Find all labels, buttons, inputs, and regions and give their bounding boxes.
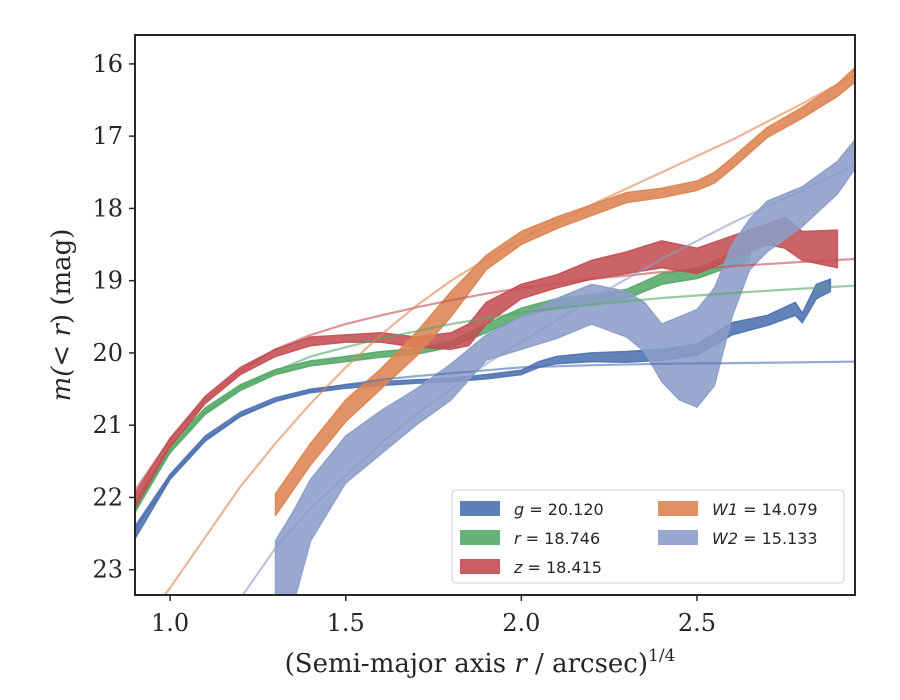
legend-label-g: g = 20.120 (514, 500, 604, 519)
legend-swatch-w1 (658, 501, 698, 516)
fit-line-w2 (241, 164, 855, 595)
y-axis-label: m(< r) (mag) (47, 229, 77, 402)
legend-entry-w1: W1 = 14.079 (658, 500, 818, 519)
fit-line-w1 (163, 73, 855, 595)
y-tick-label: 20 (92, 339, 123, 367)
x-tick-label: 1.5 (327, 609, 365, 637)
x-tick-label: 2.0 (502, 609, 540, 637)
legend: g = 20.120 r = 18.746 z = 18.415 W1 = 14.07… (451, 489, 845, 584)
y-tick-label: 22 (92, 483, 123, 511)
legend-entry-g: g = 20.120 (460, 500, 604, 519)
legend-swatch-r (460, 530, 500, 545)
legend-label-r: r = 18.746 (514, 529, 600, 548)
legend-swatch-g (460, 501, 500, 516)
y-axis-ticks: 16 17 18 19 20 21 22 23 (92, 50, 135, 584)
fit-lines-layer (135, 73, 855, 595)
legend-entry-z: z = 18.415 (460, 558, 602, 577)
x-axis-label: (Semi-major axis r / arcsec)1/4 (285, 646, 676, 679)
x-tick-label: 1.0 (151, 609, 189, 637)
y-tick-label: 18 (92, 194, 123, 222)
y-tick-label: 16 (92, 50, 123, 78)
y-tick-label: 17 (92, 122, 123, 150)
plot-frame (134, 34, 856, 596)
x-tick-label: 2.5 (678, 609, 716, 637)
legend-swatch-z (460, 559, 500, 574)
fit-line-g (135, 360, 855, 531)
fit-line-r (135, 284, 855, 513)
band-w1 (274, 66, 855, 517)
legend-box (451, 489, 845, 584)
legend-entry-r: r = 18.746 (460, 529, 600, 548)
y-tick-label: 23 (92, 556, 123, 584)
legend-label-z: z = 18.415 (513, 558, 602, 577)
y-tick-label: 19 (92, 267, 123, 295)
legend-label-w1: W1 = 14.079 (712, 500, 818, 519)
x-axis-ticks: 1.0 1.5 2.0 2.5 (151, 595, 716, 637)
legend-swatch-w2 (658, 530, 698, 545)
y-tick-label: 21 (92, 411, 123, 439)
plot-area (135, 66, 855, 595)
legend-entry-w2: W2 = 15.133 (658, 529, 818, 548)
legend-label-w2: W2 = 15.133 (712, 529, 818, 548)
